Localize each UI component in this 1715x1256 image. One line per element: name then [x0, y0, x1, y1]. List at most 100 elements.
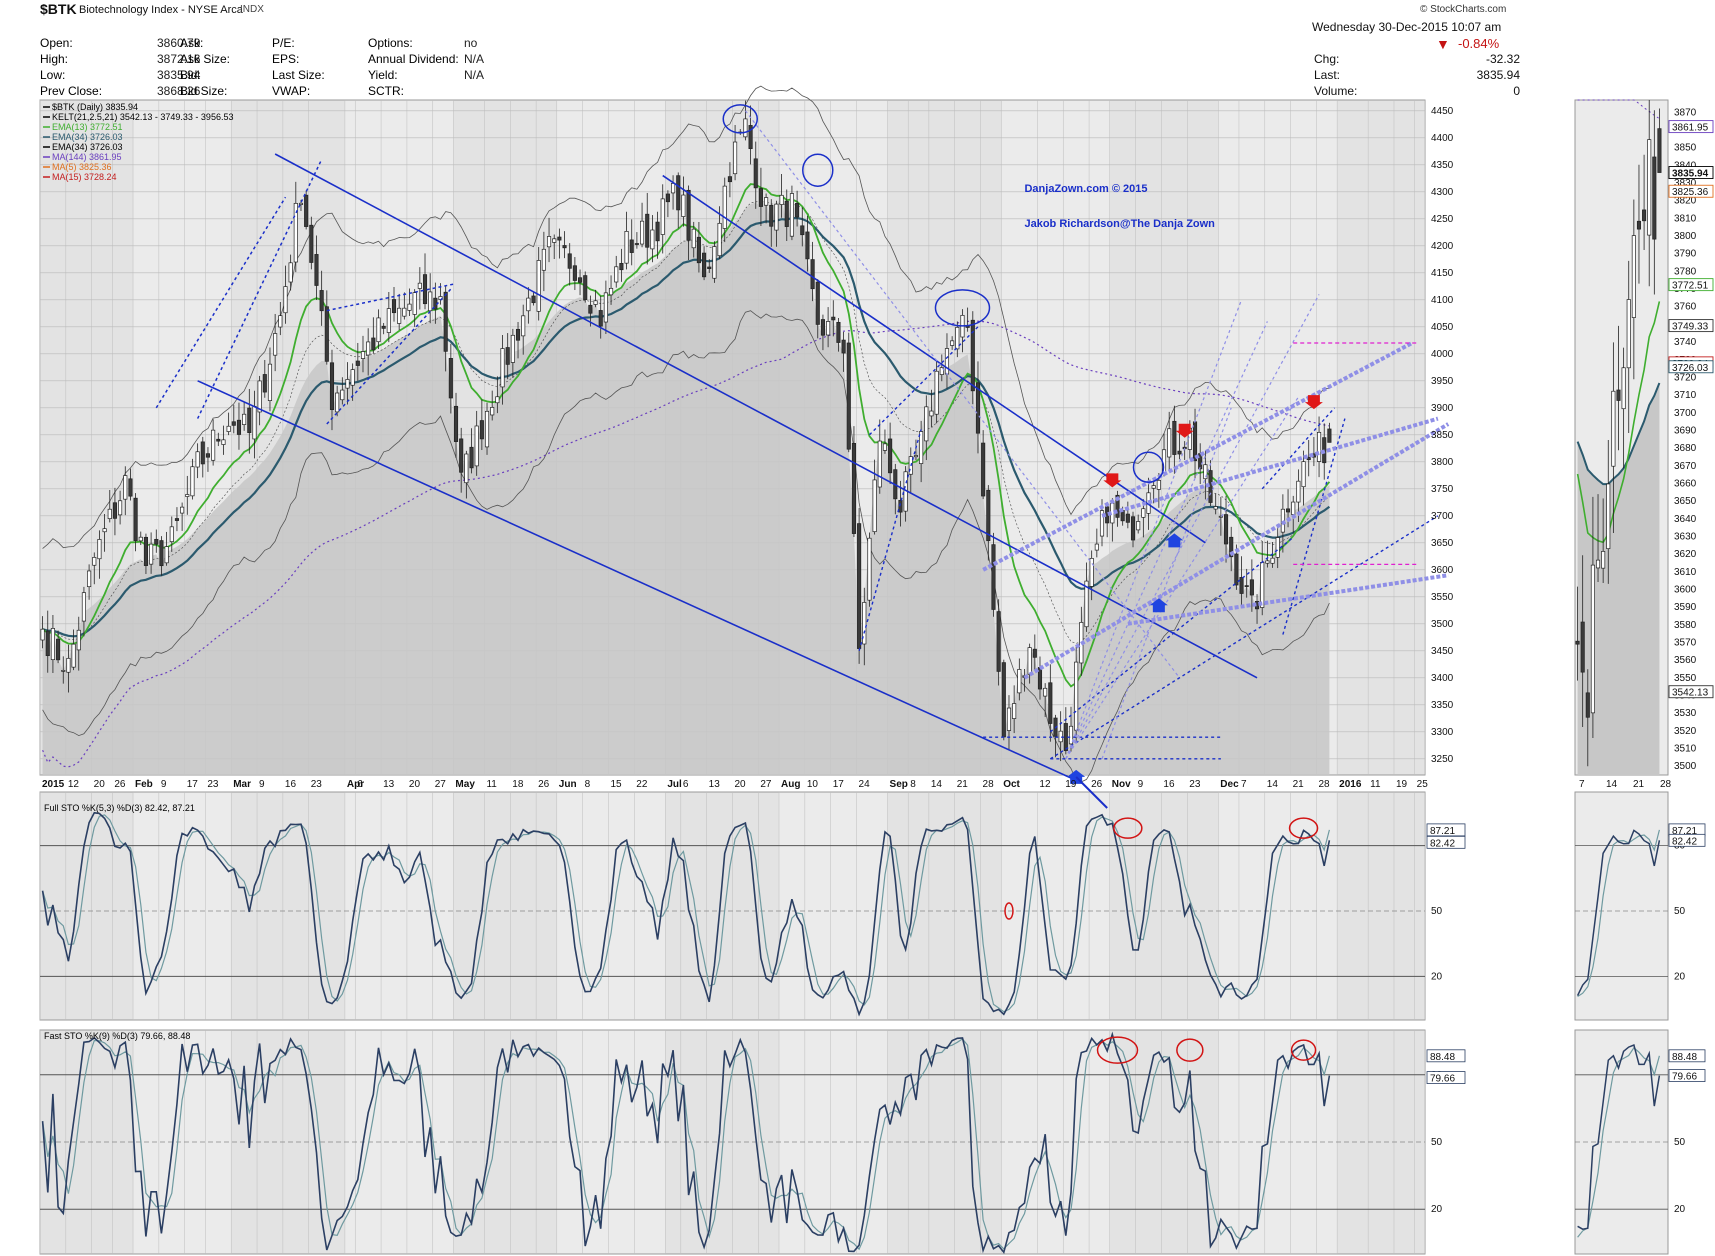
- quote-label: Options:: [368, 36, 413, 50]
- candle-body: [71, 643, 76, 668]
- buy-arrow-icon: [1149, 598, 1168, 613]
- candle: [598, 295, 603, 339]
- quote-header: $BTK Biotechnology Index - NYSE Arca IND…: [40, 0, 1522, 100]
- candle: [681, 176, 686, 227]
- quote-label: Bid:: [180, 68, 201, 82]
- date-tick-label: Sep: [890, 779, 908, 790]
- quote-label: Prev Close:: [40, 84, 103, 98]
- date-tick-label: 14: [1267, 779, 1279, 790]
- candle: [583, 271, 588, 303]
- candle: [769, 199, 774, 247]
- price-tick-label: 3350: [1431, 700, 1454, 711]
- mini-body: [1621, 367, 1626, 410]
- candle: [1177, 432, 1182, 460]
- candle-body: [588, 304, 593, 314]
- candle-body: [784, 200, 789, 227]
- candle-body: [541, 248, 546, 271]
- candle: [1130, 511, 1136, 548]
- timestamp: Wednesday 30-Dec-2015 10:07 am: [1312, 20, 1502, 34]
- date-tick-label: 2015: [42, 779, 65, 790]
- candle: [283, 265, 288, 324]
- candle-body: [950, 340, 955, 346]
- legend-entry: EMA(13) 3772.51: [52, 122, 123, 132]
- price-tick-label: 4400: [1431, 133, 1454, 144]
- candle-body: [324, 306, 329, 362]
- support-line: [1049, 536, 1294, 733]
- mini-body: [1657, 128, 1662, 173]
- symbol[interactable]: $BTK: [40, 1, 77, 17]
- candle-body: [231, 421, 236, 426]
- candle-body: [743, 118, 748, 138]
- candle: [56, 630, 61, 664]
- candle: [888, 422, 893, 484]
- candle: [236, 402, 242, 450]
- mini-price-tick: 3820: [1674, 196, 1697, 207]
- candle-body: [722, 185, 727, 229]
- quote-label: VWAP:: [272, 84, 311, 98]
- candle-body: [1058, 730, 1063, 743]
- quote-label: Yield:: [368, 68, 398, 82]
- candle: [696, 221, 701, 273]
- candle: [397, 293, 402, 330]
- candle: [242, 402, 247, 431]
- mini-price-tick: 3840: [1674, 160, 1697, 171]
- date-tick-label: 24: [859, 779, 871, 790]
- date-tick-label: 19: [1396, 779, 1408, 790]
- candle: [950, 336, 955, 350]
- quote-value: 3872.16: [157, 52, 201, 66]
- candle-body: [1218, 515, 1223, 518]
- candle: [567, 243, 572, 286]
- candle-body: [898, 499, 903, 513]
- candle-body: [459, 438, 464, 473]
- candle: [882, 429, 888, 454]
- fan-line: [1065, 294, 1320, 760]
- mini-price-tick: 3790: [1674, 249, 1697, 260]
- quote-label: Bid Size:: [180, 84, 228, 98]
- candle-body: [1234, 553, 1239, 586]
- quote-label: EPS:: [272, 52, 300, 66]
- candle-body: [195, 451, 200, 468]
- mini-price-tick: 3510: [1674, 743, 1697, 754]
- candle-body: [862, 602, 867, 645]
- candle-body: [1327, 428, 1332, 443]
- stockcharts-brand[interactable]: © StockCharts.com: [1420, 4, 1507, 15]
- candle-body: [1229, 536, 1234, 558]
- price-tick-label: 3450: [1431, 646, 1454, 657]
- candle-body: [200, 441, 205, 465]
- candle-body: [593, 300, 598, 305]
- candle: [727, 162, 732, 198]
- candle: [319, 270, 324, 326]
- candle-body: [583, 275, 588, 300]
- date-tick-label: 26: [538, 779, 550, 790]
- mini-body: [1652, 156, 1657, 240]
- candle: [624, 211, 629, 270]
- value-tag-text: 88.48: [1430, 1052, 1455, 1063]
- candle-body: [733, 141, 738, 175]
- quote-label: Annual Dividend:: [368, 52, 459, 66]
- wedge-line: [326, 288, 452, 425]
- value-tag-text: 87.21: [1672, 826, 1697, 837]
- sto-k-line: [41, 1031, 1331, 1255]
- candle: [1001, 659, 1006, 741]
- candle-body: [970, 319, 975, 392]
- candle-body: [128, 478, 133, 497]
- candle: [1223, 495, 1229, 563]
- value-tag: [1426, 1049, 1466, 1063]
- mini-body: [1580, 621, 1585, 673]
- candle: [640, 202, 645, 248]
- candle-body: [686, 189, 691, 241]
- candle: [428, 273, 433, 324]
- mini-price-tick: 3620: [1674, 549, 1697, 560]
- candle: [71, 629, 76, 671]
- candle: [686, 185, 691, 261]
- candle: [831, 300, 836, 337]
- candle-body: [180, 506, 185, 514]
- candle: [76, 616, 81, 671]
- mini-price-tick: 3810: [1674, 213, 1697, 224]
- mini-candle: [1575, 586, 1580, 681]
- candle-body: [510, 334, 515, 363]
- date-tick-label: 13: [709, 779, 721, 790]
- candle: [216, 432, 221, 447]
- candle: [278, 302, 283, 336]
